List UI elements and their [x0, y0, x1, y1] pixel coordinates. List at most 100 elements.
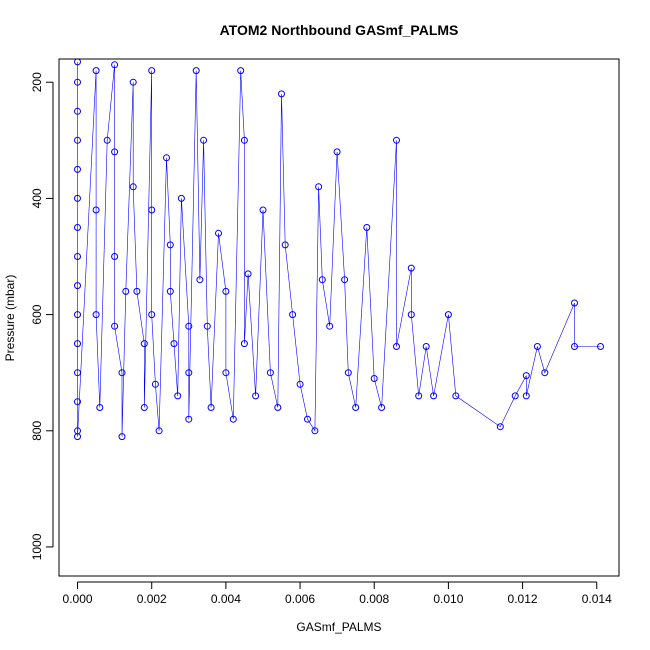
data-point	[148, 206, 156, 214]
data-point	[155, 427, 163, 435]
data-point	[407, 311, 415, 319]
data-point	[163, 154, 170, 162]
data-point	[122, 287, 130, 295]
data-point	[496, 423, 504, 431]
y-axis-label: Pressure (mbar)	[3, 275, 17, 362]
data-point	[511, 392, 519, 400]
data-point	[185, 415, 193, 423]
data-point	[192, 67, 200, 75]
data-point	[74, 398, 81, 406]
data-point	[522, 392, 530, 400]
data-point	[289, 311, 297, 319]
data-point	[185, 369, 193, 377]
y-tick-label: 600	[30, 304, 44, 324]
data-point	[363, 224, 371, 231]
x-axis: 0.000 0.002 0.004 0.006 0.008 0.010 0.012 0.014	[63, 581, 612, 606]
data-point	[111, 322, 119, 330]
data-point	[148, 311, 156, 319]
x-tick-label: 0.006	[285, 592, 315, 606]
data-point	[129, 78, 137, 86]
data-point	[92, 67, 100, 75]
data-point	[118, 369, 126, 377]
data-point	[74, 224, 81, 231]
data-point	[318, 276, 326, 284]
series-line	[77, 61, 601, 437]
data-point	[222, 369, 230, 377]
data-point	[252, 392, 260, 400]
data-point	[96, 404, 104, 411]
data-point	[170, 340, 178, 348]
data-point	[341, 276, 349, 284]
data-point	[571, 299, 578, 307]
data-point	[74, 340, 81, 348]
data-point	[370, 375, 378, 382]
y-tick-label: 400	[30, 188, 44, 208]
data-point	[597, 343, 604, 350]
x-tick-label: 0.012	[508, 592, 538, 606]
data-point	[74, 107, 81, 115]
data-point	[177, 194, 185, 202]
data-point	[74, 369, 81, 377]
data-point	[240, 136, 248, 144]
data-point	[326, 322, 334, 330]
data-point	[237, 67, 245, 75]
data-point	[393, 136, 400, 144]
x-tick-label: 0.002	[137, 592, 167, 606]
y-axis: 200 400 600 800 1000	[30, 72, 54, 560]
data-point	[74, 433, 81, 441]
data-point	[74, 311, 81, 319]
x-tick-label: 0.000	[63, 592, 93, 606]
data-point	[133, 287, 141, 295]
data-point	[415, 392, 423, 400]
x-tick-label: 0.014	[582, 592, 612, 606]
data-point	[352, 404, 360, 411]
data-point	[118, 433, 126, 441]
plot-frame	[58, 58, 620, 577]
data-point	[74, 165, 81, 173]
x-axis-label: GASmf_PALMS	[296, 620, 381, 634]
data-point	[111, 253, 119, 260]
data-point	[129, 183, 137, 191]
data-point	[522, 372, 530, 380]
data-point	[92, 206, 100, 214]
data-point	[259, 206, 267, 214]
data-point	[103, 136, 111, 144]
data-point	[278, 90, 285, 98]
data-point	[281, 241, 289, 249]
x-tick-label: 0.008	[359, 592, 389, 606]
data-point	[266, 369, 274, 377]
data-point	[240, 340, 248, 348]
data-point	[274, 404, 282, 411]
data-point	[74, 194, 81, 202]
data-point	[407, 264, 415, 272]
data-point	[315, 183, 323, 191]
data-point	[422, 343, 430, 350]
data-point	[203, 322, 211, 330]
data-point	[533, 343, 541, 350]
data-point	[207, 404, 215, 411]
data-point	[244, 270, 252, 278]
data-point	[174, 392, 182, 400]
y-tick-label: 800	[30, 420, 44, 440]
chart-title: ATOM2 Northbound GASmf_PALMS	[220, 22, 459, 38]
data-point	[111, 61, 119, 69]
data-point	[166, 287, 174, 295]
data-point	[166, 241, 174, 249]
data-point	[452, 392, 460, 400]
y-tick-label: 1000	[30, 533, 44, 560]
data-point	[444, 311, 452, 319]
x-tick-label: 0.010	[433, 592, 463, 606]
data-point	[185, 322, 193, 330]
data-point	[111, 148, 119, 156]
data-point	[296, 380, 304, 388]
data-point	[92, 311, 100, 319]
data-point	[344, 369, 352, 377]
data-point	[311, 427, 319, 435]
data-point	[148, 67, 156, 75]
data-point	[378, 404, 386, 411]
data-point	[74, 78, 81, 86]
data-point	[140, 340, 148, 348]
data-point	[229, 415, 237, 423]
